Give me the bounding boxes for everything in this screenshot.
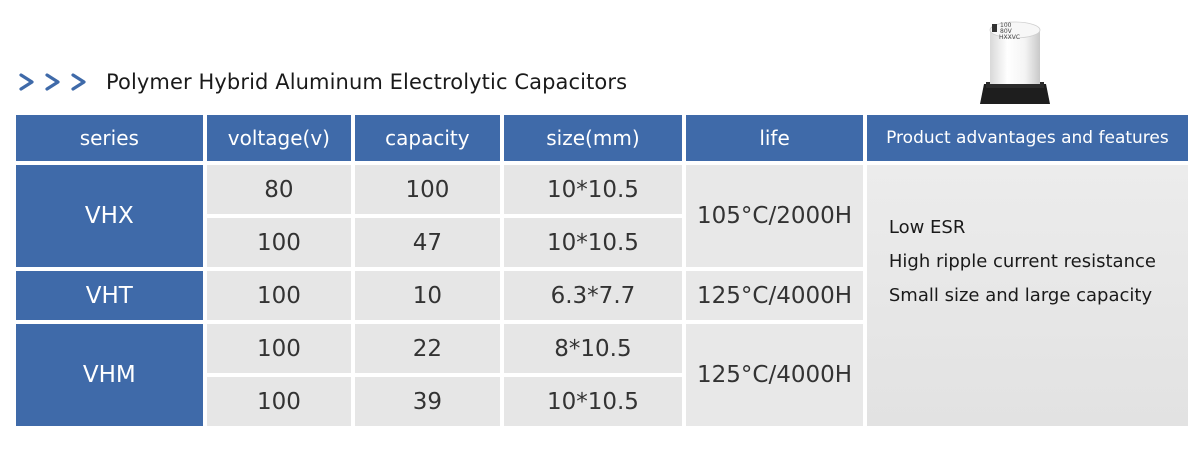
advantage-item: Low ESR (888, 217, 966, 238)
size-cell: 10*10.5 (503, 165, 683, 214)
series-cell: VHM (16, 324, 203, 426)
title-row: Polymer Hybrid Aluminum Electrolytic Cap… (18, 64, 627, 100)
voltage-cell: 100 (206, 377, 352, 426)
voltage-cell: 100 (206, 218, 352, 267)
capacitor-marking-2: 80V (1000, 28, 1013, 35)
spec-table: series voltage(v) capacity size(mm) life… (12, 111, 1192, 430)
capacity-cell: 47 (355, 218, 500, 267)
voltage-cell: 100 (206, 324, 352, 373)
table-row: 100 47 10*10.5 (16, 218, 1188, 267)
capacitor-image: 100 80V HXXVC (980, 21, 1050, 104)
capacity-cell: 10 (355, 271, 500, 320)
life-cell: 125°C/4000H (686, 271, 863, 320)
table-row: 100 39 10*10.5 (16, 377, 1188, 426)
advantage-item: Small size and large capacity (888, 285, 1153, 306)
advantage-item: High ripple current resistance (888, 251, 1156, 272)
size-cell: 10*10.5 (503, 218, 683, 267)
life-cell: 105°C/2000H (686, 165, 863, 267)
advantages-cell: Low ESR High ripple current resistance S… (866, 165, 1188, 426)
voltage-cell: 80 (206, 165, 352, 214)
capacitor-marking-3: HXXVC (999, 34, 1020, 41)
header-voltage: voltage(v) (206, 115, 352, 161)
table-header-row: series voltage(v) capacity size(mm) life… (16, 115, 1188, 161)
capacity-cell: 39 (355, 377, 500, 426)
header-series: series (16, 115, 203, 161)
series-cell: VHX (16, 165, 203, 267)
table-row: VHX 80 100 10*10.5 105°C/2000H Low ESR H… (16, 165, 1188, 426)
capacitor-marking-1: 100 (1000, 22, 1012, 29)
triple-chevron-icon (18, 73, 88, 91)
voltage-cell: 100 (206, 271, 352, 320)
capacity-cell: 100 (355, 165, 500, 214)
size-cell: 10*10.5 (503, 377, 683, 426)
header-advantages: Product advantages and features (866, 115, 1188, 161)
header-life: life (686, 115, 863, 161)
header-capacity: capacity (355, 115, 500, 161)
header-size: size(mm) (503, 115, 683, 161)
page-title: Polymer Hybrid Aluminum Electrolytic Cap… (106, 70, 628, 94)
table-row: VHT 100 10 6.3*7.7 125°C/4000H (16, 271, 1188, 320)
series-cell: VHT (16, 271, 203, 320)
size-cell: 8*10.5 (503, 324, 683, 373)
capacity-cell: 22 (355, 324, 500, 373)
table-row: VHM 100 22 8*10.5 125°C/4000H (16, 324, 1188, 426)
life-cell: 125°C/4000H (686, 324, 863, 426)
size-cell: 6.3*7.7 (503, 271, 683, 320)
advantages-list: Low ESR High ripple current resistance S… (867, 165, 1188, 313)
